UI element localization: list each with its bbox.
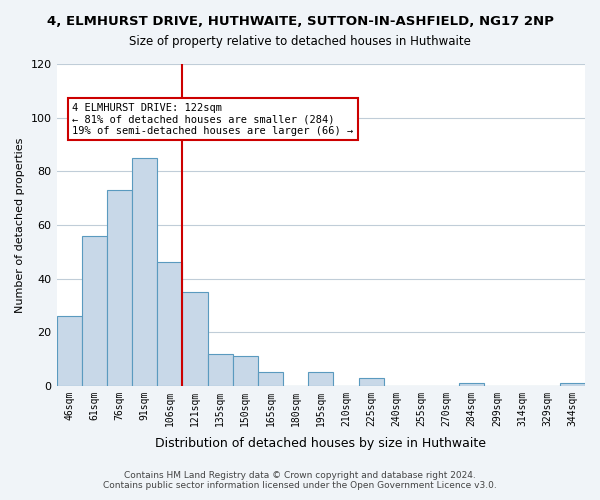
Text: Size of property relative to detached houses in Huthwaite: Size of property relative to detached ho… xyxy=(129,35,471,48)
Bar xyxy=(308,372,334,386)
Bar xyxy=(208,354,233,386)
Text: 4, ELMHURST DRIVE, HUTHWAITE, SUTTON-IN-ASHFIELD, NG17 2NP: 4, ELMHURST DRIVE, HUTHWAITE, SUTTON-IN-… xyxy=(47,15,553,28)
Y-axis label: Number of detached properties: Number of detached properties xyxy=(15,137,25,312)
Bar xyxy=(560,383,585,386)
Bar xyxy=(157,262,182,386)
Bar xyxy=(182,292,208,386)
Text: Contains HM Land Registry data © Crown copyright and database right 2024.
Contai: Contains HM Land Registry data © Crown c… xyxy=(103,470,497,490)
Bar xyxy=(56,316,82,386)
X-axis label: Distribution of detached houses by size in Huthwaite: Distribution of detached houses by size … xyxy=(155,437,486,450)
Bar xyxy=(107,190,132,386)
Bar xyxy=(459,383,484,386)
Bar xyxy=(258,372,283,386)
Bar xyxy=(233,356,258,386)
Bar xyxy=(82,236,107,386)
Bar xyxy=(359,378,383,386)
Bar xyxy=(132,158,157,386)
Text: 4 ELMHURST DRIVE: 122sqm
← 81% of detached houses are smaller (284)
19% of semi-: 4 ELMHURST DRIVE: 122sqm ← 81% of detach… xyxy=(73,102,353,136)
